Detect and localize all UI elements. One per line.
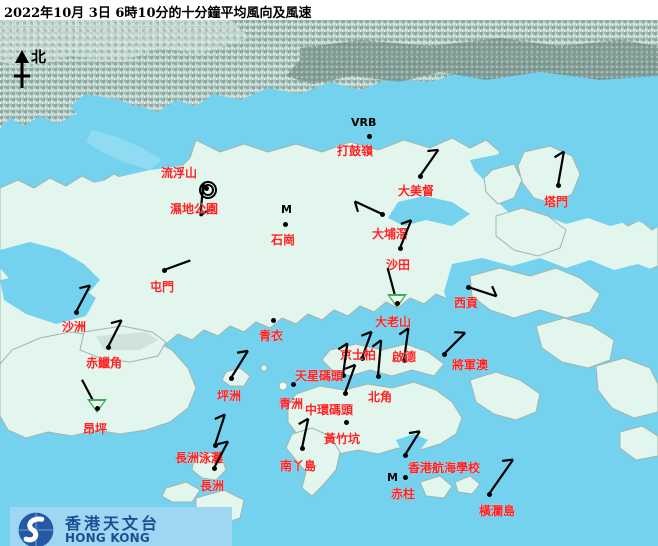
logo-title-cn: 香港天文台 [65,514,161,533]
station-label: 石崗 [271,233,296,247]
station-label: 橫瀾島 [479,504,516,518]
station-label: 屯門 [150,280,175,294]
station-label: 香港航海學校 [408,461,481,475]
station-dot-icon [402,358,407,363]
station-dot-icon [300,446,305,451]
station-label: 赤柱 [391,487,416,501]
station-dot-icon [395,301,400,306]
station-dot-icon [213,443,218,448]
station-dot-icon [212,466,217,471]
wind-barb-icon [398,327,410,361]
wind-barb-icon [163,259,191,272]
wind-barb-icon [553,150,565,186]
station-dot-icon [291,382,296,387]
wind-barb-icon [467,285,498,298]
wind-barb-icon [360,330,373,359]
wind-barb-icon [213,440,230,469]
station-label: 長洲泳灘 [175,451,224,465]
wind-barb-icon [398,219,413,249]
station-dot-icon [466,285,471,290]
station-dot-icon [403,453,408,458]
station-label: 赤鱲角 [86,356,123,370]
station-dot-icon [283,222,288,227]
station-label: 啟德 [392,350,417,364]
station-label: 流浮山 [161,166,198,180]
station-dot-icon [376,374,381,379]
station-flag: M [387,471,398,484]
wind-barb-icon [404,430,421,456]
station-dot-icon [380,212,385,217]
station-label: 中環碼頭 [305,403,354,417]
station-dot-icon [229,376,234,381]
station-label: 西貢 [454,296,479,310]
wind-barb-icon [343,363,357,394]
station-label: 天星碼頭 [295,369,344,383]
station-dot-icon [398,246,403,251]
compass-label: 北 [31,48,47,66]
wind-barb-icon [75,284,92,313]
station-label: 大美督 [398,184,435,198]
station-dot-icon [106,345,111,350]
station-dot-icon [95,406,100,411]
station-label: 黃竹坑 [324,432,361,446]
station-label: 沙洲 [62,320,87,334]
compass: 北 [6,48,60,90]
station-flag: M [281,203,292,216]
station-label: 南丫島 [280,459,317,473]
wind-barb-icon [419,148,440,177]
logo-title-en: HONG KONG OBSERVATORY [65,531,165,546]
page-title: 2022年10月 3日 6時10分的十分鐘平均風向及風速 [4,6,312,21]
station-label: 青洲 [279,397,304,411]
station-label: 將軍澳 [452,358,489,372]
station-flag: VRB [351,116,377,129]
station-label: 長洲 [200,479,225,493]
wind-barb-icon [337,342,349,376]
station-label: 塔門 [544,195,569,209]
station-label: 青衣 [259,329,284,343]
station-ring-icon [199,181,217,199]
station-label: 濕地公園 [170,202,219,216]
wind-barb-icon [488,458,514,495]
station-label: 北角 [368,390,393,404]
wind-barb-icon [298,417,310,449]
station-dot-icon [403,475,408,480]
wind-barb-icon [230,349,249,379]
station-label: 京士柏 [340,348,377,362]
station-label: 大埔滘 [372,227,409,241]
station-label: 沙田 [386,258,411,272]
station-label: 大老山 [375,315,412,329]
station-dot-icon [343,391,348,396]
map-canvas[interactable]: 北 VRB 打鼓嶺流浮山濕地公園 M 石崗 大美督塔門大埔滘沙田西貢大老山 屯門沙洲赤鱲角… [0,20,658,546]
wind-barb-icon [353,200,383,215]
station-dot-icon [344,420,349,425]
title-bar: 2022年10月 3日 6時10分的十分鐘平均風向及風速 [0,0,658,21]
station-dot-icon [162,268,167,273]
station-ring-inner-icon [202,184,214,196]
station-dot-icon [442,352,447,357]
hko-logo-icon [18,512,54,546]
station-dot-icon [556,183,561,188]
station-dot-icon [367,134,372,139]
station-dot-icon [360,356,365,361]
station-dot-icon [271,318,276,323]
wind-barb-icon [371,339,383,377]
wind-barb-icon [443,331,466,355]
station-dot-icon [341,373,346,378]
station-label: 打鼓嶺 [337,144,374,158]
station-dot-icon [418,174,423,179]
north-arrow-icon [14,50,30,88]
station-dot-icon [204,186,209,191]
wind-barb-icon [107,319,123,348]
station-dot-icon [487,492,492,497]
station-dot-icon [74,310,79,315]
station-label: 昂坪 [83,422,108,436]
wind-barb-icon [213,413,226,446]
hko-logo: 香港天文台 HONG KONG OBSERVATORY [10,507,232,546]
station-label: 坪洲 [217,389,242,403]
map-geography [0,20,658,546]
